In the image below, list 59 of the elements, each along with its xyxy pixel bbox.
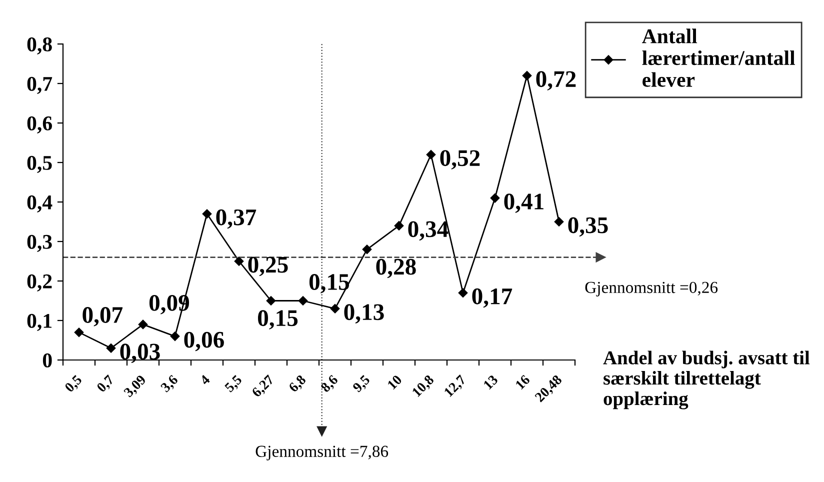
point <box>234 256 244 266</box>
x-tick-label: 13 <box>483 374 498 390</box>
x-tick-label: 9,5 <box>352 374 372 394</box>
data-label: 0,28 <box>376 258 416 278</box>
point <box>74 328 84 337</box>
x-tick-label: 8,6 <box>320 374 340 394</box>
point <box>138 320 148 330</box>
data-label: 0,35 <box>568 217 608 237</box>
data-label: 0,03 <box>120 344 160 364</box>
x-tick-label: 3,09 <box>123 374 148 399</box>
x-tick-label: 4 <box>199 374 210 386</box>
x-tick-label: 16 <box>515 374 530 390</box>
data-label: 0,17 <box>472 288 512 308</box>
y-tick-label: 0 <box>42 353 52 368</box>
legend-label: Antall lærertimer/antall elever <box>642 28 795 87</box>
x-tick-label: 3,6 <box>160 374 180 394</box>
point <box>330 304 340 314</box>
data-label: 0,34 <box>408 221 448 241</box>
data-label: 0,41 <box>504 194 544 213</box>
data-label: 0,25 <box>248 256 288 276</box>
data-label: 0,15 <box>309 274 350 294</box>
data-label: 0,52 <box>440 150 480 170</box>
x-tick-label: 0,5 <box>64 374 84 394</box>
x-tick-label: 10,8 <box>412 374 436 399</box>
x-tick-label: 0,7 <box>96 374 116 394</box>
data-label: 0,07 <box>82 307 123 326</box>
ref-line-label: Gjennomsnitt =0,26 <box>585 282 718 296</box>
point <box>362 244 372 254</box>
x-axis-title: Andel av budsj. avsatt til særskilt tilrettelagt opplæring <box>603 350 810 410</box>
point <box>202 209 212 218</box>
x-tick-label: 6,8 <box>288 374 308 394</box>
x-tick-label: 5,5 <box>224 374 244 394</box>
y-tick-label: 0,4 <box>27 195 52 212</box>
point <box>266 296 276 306</box>
y-tick-label: 0,1 <box>27 314 52 331</box>
data-label: 0,06 <box>184 332 224 352</box>
point <box>490 193 500 203</box>
point <box>298 296 308 306</box>
x-tick-label: 10 <box>387 374 402 390</box>
point <box>426 150 436 160</box>
point <box>522 70 532 80</box>
y-tick-label: 0,5 <box>27 156 52 173</box>
y-tick-label: 0,7 <box>27 76 52 94</box>
point <box>554 217 564 226</box>
x-tick-label: 12,7 <box>444 374 468 399</box>
y-tick-label: 0,2 <box>27 274 52 292</box>
text: Gjennomsnitt =7,86 <box>256 446 388 460</box>
data-label: 0,72 <box>536 71 576 90</box>
data-label: 0,13 <box>344 304 384 324</box>
x-tick-label: 6,27 <box>251 374 276 400</box>
point <box>394 221 404 230</box>
data-label: 0,37 <box>216 209 256 229</box>
point <box>458 288 468 298</box>
data-label: 0,15 <box>258 310 298 330</box>
y-tick-label: 0,6 <box>27 116 52 134</box>
y-tick-label: 0,3 <box>27 234 52 252</box>
point <box>106 344 116 353</box>
y-tick-label: 0,8 <box>27 37 52 54</box>
point <box>170 332 180 341</box>
